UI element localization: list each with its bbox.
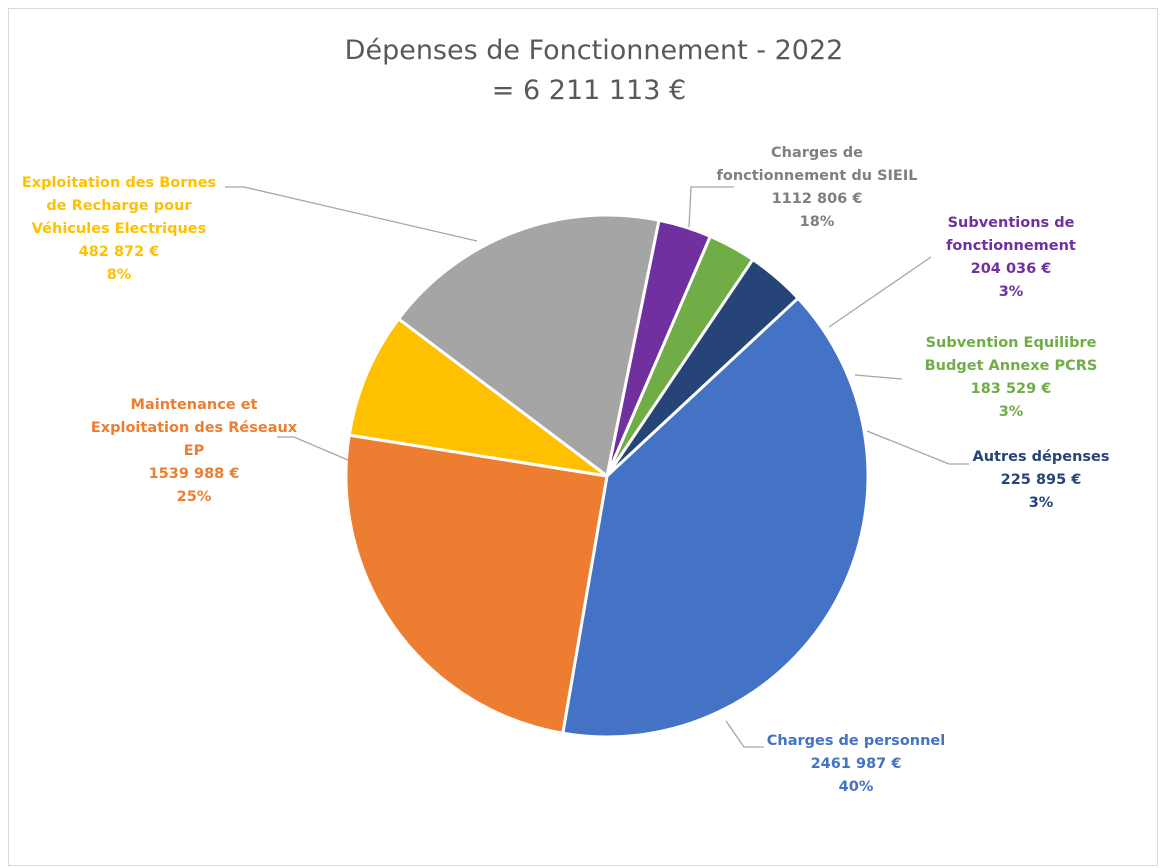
slice-label-line: Exploitation des Réseaux [91, 420, 298, 436]
slice-value-label: 2461 987 € [811, 756, 902, 772]
slice-percent-label: 3% [1029, 495, 1054, 511]
slice-label-line: Subvention Equilibre [926, 335, 1097, 351]
slice-label-2: Subventions de fonctionnement 204 036 € 3% [946, 215, 1076, 300]
slice-label-7: Exploitation des Bornes de Recharge pour V… [22, 175, 216, 283]
slice-label-4: Autres dépenses 225 895 € 3% [973, 449, 1110, 511]
leader-line-3 [854, 374, 903, 380]
slice-percent-label: 40% [839, 779, 874, 795]
slice-percent-label: 3% [999, 284, 1024, 300]
leader-line-6 [277, 436, 349, 461]
slice-label-line: de Recharge pour [46, 198, 192, 214]
slice-label-line: fonctionnement du SIEIL [717, 168, 918, 184]
slice-label-6: Maintenance et Exploitation des Réseaux EP… [91, 397, 298, 505]
slice-label-line: Autres dépenses [973, 449, 1110, 465]
leader-line-4 [866, 430, 969, 465]
slice-value-label: 1539 988 € [149, 466, 240, 482]
leader-line-2 [828, 256, 932, 328]
slice-value-label: 183 529 € [971, 381, 1052, 397]
slice-value-label: 482 872 € [79, 244, 160, 260]
pie-slice-7 [347, 317, 609, 478]
slice-label-line: Subventions de [948, 215, 1075, 231]
slice-label-line: Exploitation des Bornes [22, 175, 216, 191]
pie-slices [344, 213, 870, 739]
slice-label-line: Charges de personnel [767, 733, 945, 749]
slice-value-label: 204 036 € [971, 261, 1052, 277]
leader-line-1 [688, 186, 734, 228]
slice-label-line: Maintenance et [131, 397, 258, 413]
chart-title: Dépenses de Fonctionnement - 2022 [345, 35, 844, 66]
slice-label-3: Subvention Equilibre Budget Annexe PCRS 18… [925, 335, 1098, 420]
pie-slice-1 [397, 213, 661, 478]
pie-chart: Dépenses de Fonctionnement - 2022 = 6 21… [22, 35, 1110, 795]
slice-percent-label: 25% [177, 489, 212, 505]
chart-subtitle: = 6 211 113 € [492, 75, 686, 106]
leader-lines [225, 186, 969, 748]
slice-percent-label: 3% [999, 404, 1024, 420]
slice-value-label: 1112 806 € [772, 191, 863, 207]
chart-frame: Dépenses de Fonctionnement - 2022 = 6 21… [8, 8, 1158, 866]
slice-label-line: EP [184, 443, 205, 459]
pie-slice-5 [561, 296, 870, 739]
pie-slice-6 [344, 433, 609, 735]
slice-label-1: Charges de fonctionnement du SIEIL 1112 80… [717, 145, 918, 230]
leader-line-7 [225, 186, 478, 242]
slice-value-label: 225 895 € [1001, 472, 1082, 488]
slice-percent-label: 8% [107, 267, 132, 283]
slice-label-5: Charges de personnel 2461 987 € 40% [767, 733, 945, 795]
slice-label-line: Budget Annexe PCRS [925, 358, 1098, 374]
leader-line-5 [725, 720, 764, 748]
slice-percent-label: 18% [800, 214, 835, 230]
slice-label-line: Véhicules Electriques [32, 221, 206, 237]
slice-label-line: fonctionnement [946, 238, 1076, 254]
slice-labels: Charges de fonctionnement du SIEIL 1112 80… [22, 145, 1110, 795]
slice-label-line: Charges de [771, 145, 863, 161]
